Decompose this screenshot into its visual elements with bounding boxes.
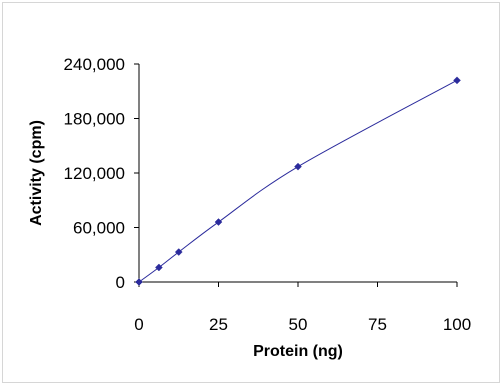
- data-point-marker: [155, 263, 163, 272]
- x-tick-label: 50: [289, 315, 308, 334]
- y-tick-label: 180,000: [64, 110, 125, 129]
- axes: [138, 64, 457, 283]
- data-point-marker: [214, 218, 223, 226]
- x-tick-label: 75: [368, 315, 387, 334]
- data-point-marker: [174, 248, 183, 256]
- y-tick-label: 0: [116, 273, 125, 292]
- series: [135, 76, 461, 286]
- data-point-marker: [294, 162, 302, 171]
- x-axis-title: Protein (ng): [253, 343, 343, 360]
- ticks: 0 60,000 120,000 180,000 240,000 0 25 50 75 100: [64, 55, 472, 334]
- y-tick-label: 240,000: [64, 55, 125, 74]
- data-point-marker: [453, 76, 461, 85]
- series-line: [138, 79, 458, 283]
- data-point-marker: [135, 278, 143, 286]
- y-tick-label: 120,000: [64, 164, 125, 183]
- x-tick-label: 100: [443, 315, 471, 334]
- x-tick-label: 25: [209, 315, 228, 334]
- y-axis-title: Activity (cpm): [28, 120, 45, 226]
- chart-frame: [2, 2, 500, 383]
- x-tick-label: 0: [134, 315, 143, 334]
- y-tick-label: 60,000: [73, 219, 125, 238]
